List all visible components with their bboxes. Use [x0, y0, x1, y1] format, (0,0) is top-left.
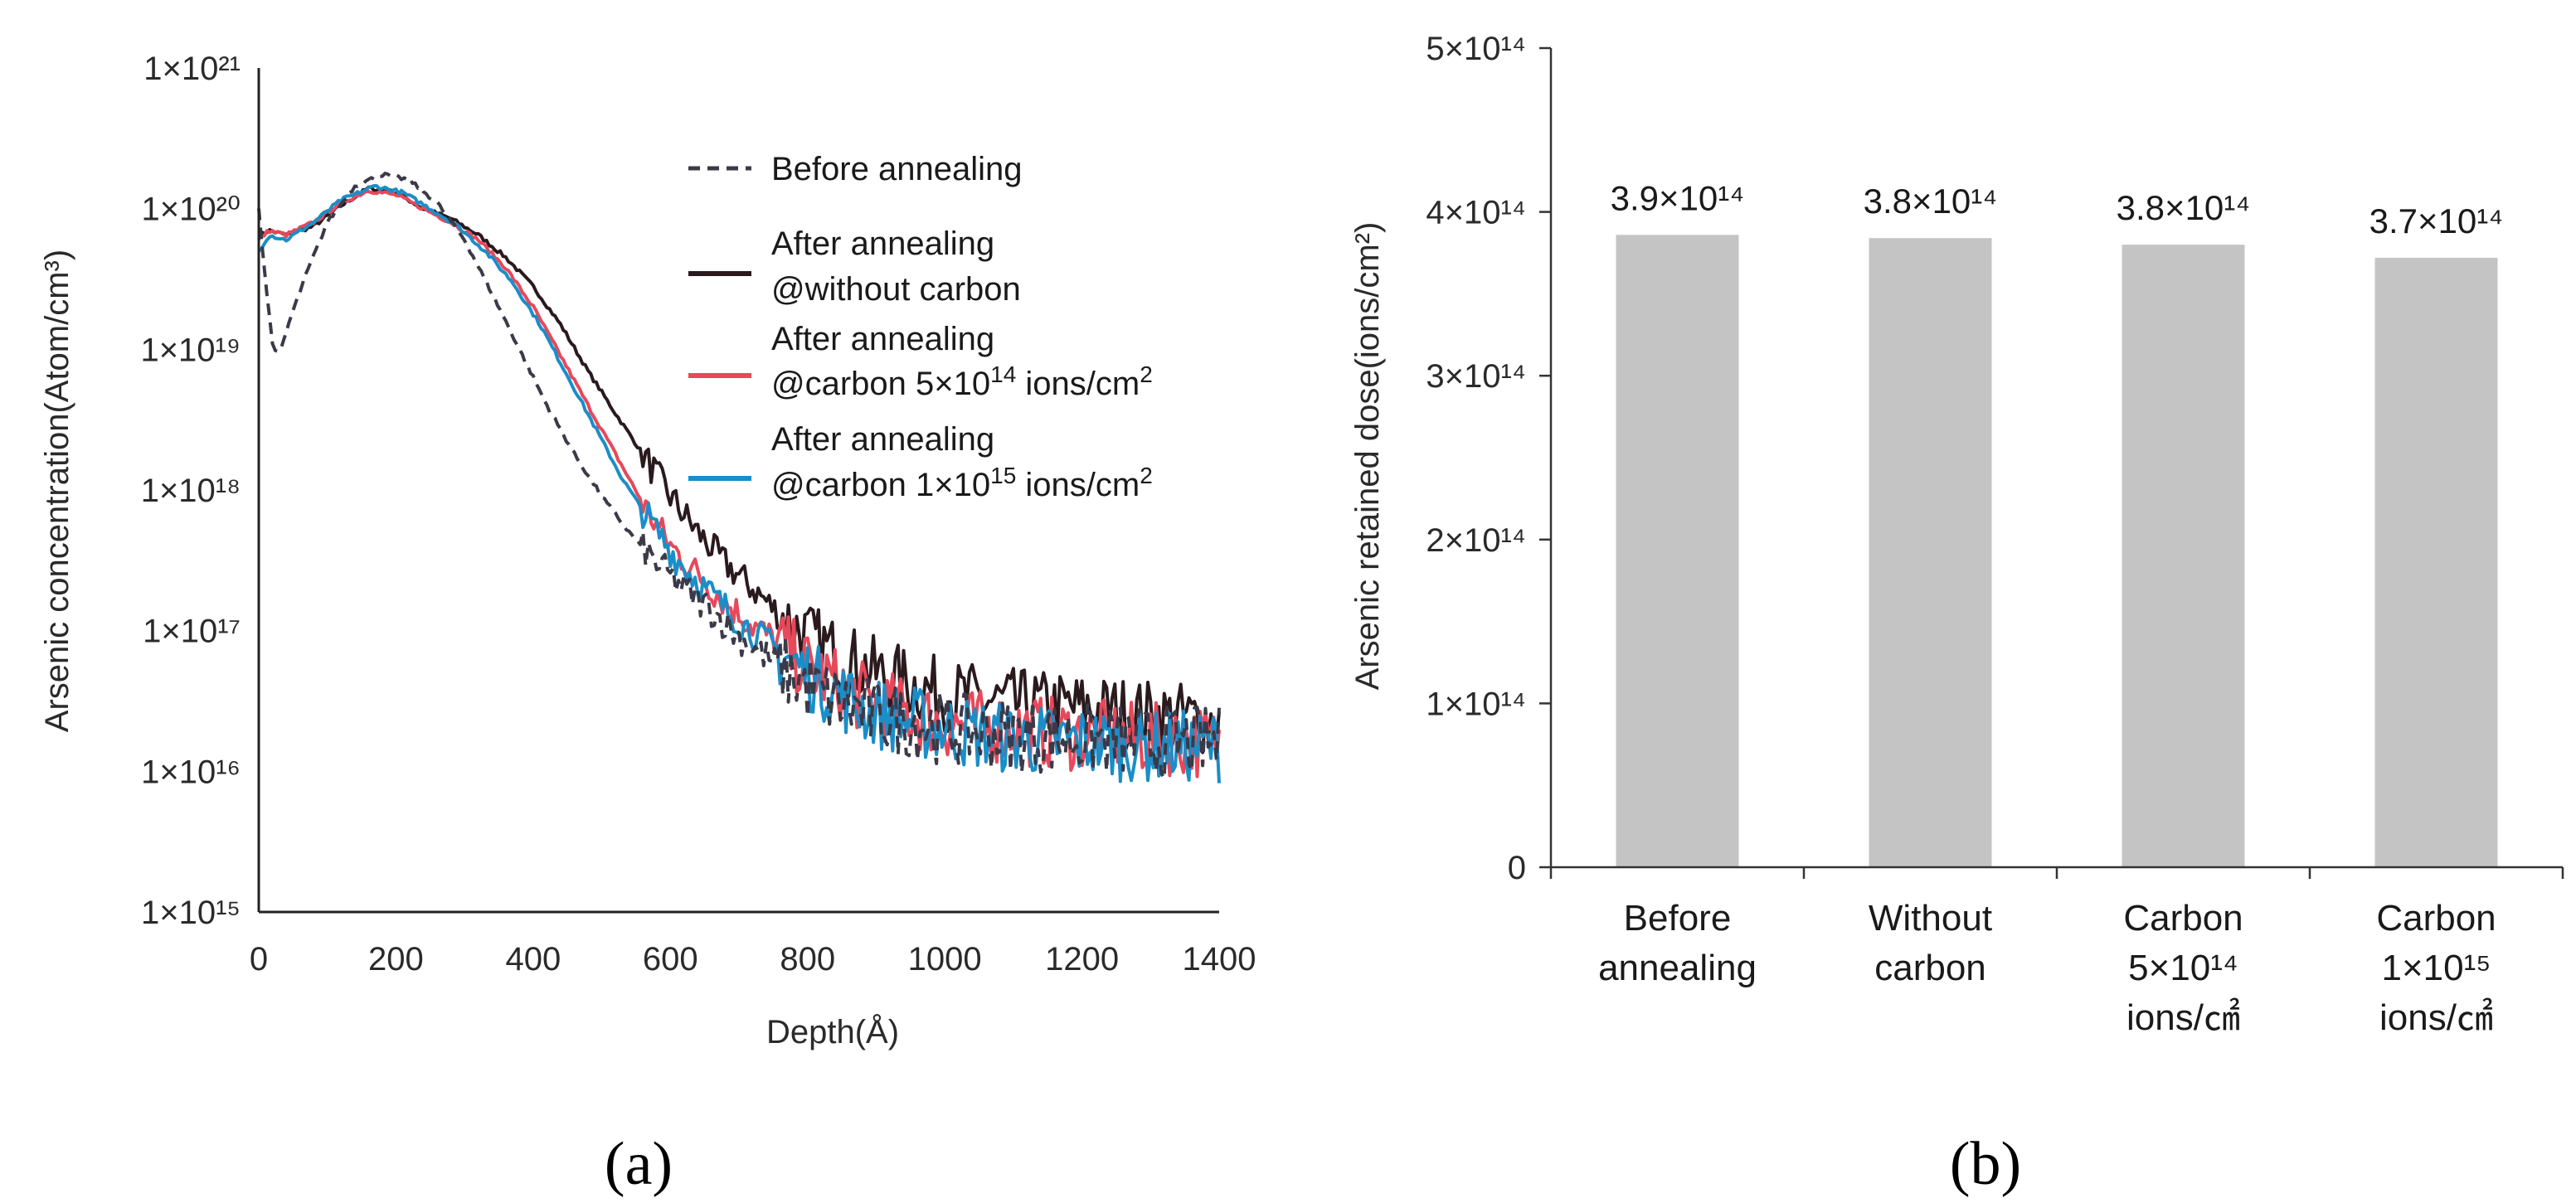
bar-value-label-3: 3.7×10¹⁴ — [2369, 201, 2504, 240]
y-tick-label-b: 2×10¹⁴ — [1426, 522, 1526, 559]
y-tick-label-a: 1×10²⁰ — [142, 192, 241, 228]
y-tick-label-a: 1×10¹⁵ — [141, 895, 241, 931]
bars-b — [1616, 235, 2498, 868]
legend-label-carbon-1e15-line1: After annealing — [771, 421, 994, 458]
y-tick-label-b: 3×10¹⁴ — [1426, 358, 1526, 395]
bar-value-label-0: 3.9×10¹⁴ — [1611, 178, 1745, 217]
legend-label-no-carbon-line2: @without carbon — [771, 271, 1021, 308]
x-tick-label-a: 1400 — [1183, 941, 1256, 977]
bar-value-label-2: 3.8×10¹⁴ — [2117, 188, 2251, 227]
category-label-1: carbon — [1874, 948, 1986, 988]
y-tick-label-a: 1×10¹⁷ — [143, 614, 241, 650]
x-tick-label-a: 400 — [505, 941, 561, 977]
panel-label-a: (a) — [605, 1130, 673, 1198]
series-line-0 — [257, 172, 1221, 780]
y-tick-label-b: 0 — [1508, 850, 1526, 886]
category-label-3: Carbon — [2376, 898, 2496, 939]
category-label-2: 5×10¹⁴ — [2128, 948, 2238, 988]
y-tick-label-b: 4×10¹⁴ — [1426, 195, 1526, 231]
legend-label-before: Before annealing — [771, 151, 1022, 187]
category-label-1: Without — [1869, 898, 1992, 939]
category-label-3: ions/㎠ — [2379, 997, 2493, 1038]
legend-label-carbon-5e14-line1: After annealing — [771, 321, 994, 357]
y-tick-label-a: 1×10¹⁸ — [141, 473, 241, 509]
series-group-a — [257, 172, 1221, 783]
panel-label-b: (b) — [1950, 1130, 2021, 1198]
x-tick-label-a: 200 — [368, 941, 424, 977]
x-ticks-a: 0 200 400 600 800 1000 1200 1400 — [250, 941, 1256, 977]
category-labels-b: Before annealing Without carbon Carbon 5×10¹⁴… — [1598, 898, 2496, 1038]
y-axis-label-b: Arsenic retained dose(ions/cm²) — [1349, 222, 1386, 691]
y-axis-label-a: Arsenic concentration(Atom/cm³) — [39, 250, 75, 732]
bar-value-labels-b: 3.9×10¹⁴ 3.8×10¹⁴ 3.8×10¹⁴ 3.7×10¹⁴ — [1611, 178, 2504, 240]
bar-0 — [1616, 235, 1739, 867]
category-label-3: 1×10¹⁵ — [2382, 948, 2491, 988]
x-tick-label-a: 1200 — [1045, 941, 1119, 977]
y-tick-label-b: 1×10¹⁴ — [1426, 686, 1526, 722]
legend-a: Before annealing After annealing @withou… — [688, 151, 1153, 503]
x-tick-label-a: 800 — [780, 941, 835, 977]
x-tick-label-a: 600 — [643, 941, 698, 977]
bar-1 — [1869, 238, 1992, 867]
x-axis-label-a: Depth(Å) — [766, 1013, 899, 1050]
bar-2 — [2122, 245, 2245, 867]
y-tick-label-a: 1×10²¹ — [143, 51, 241, 87]
legend-label-no-carbon-line1: After annealing — [771, 226, 994, 262]
x-ticks-b — [1549, 867, 2564, 879]
bar-chart-b: 0 1×10¹⁴ 2×10¹⁴ 3×10¹⁴ 4×10¹⁴ 5×10¹⁴ 3.9×10¹⁴… — [1349, 31, 2564, 1038]
category-label-2: ions/㎠ — [2126, 997, 2240, 1038]
legend-label-carbon-5e14-line2: @carbon 5×1014 ions/cm2 — [771, 361, 1153, 403]
y-tick-label-a: 1×10¹⁶ — [141, 754, 241, 790]
line-chart-a: 1×10²¹ 1×10²⁰ 1×10¹⁹ 1×10¹⁸ 1×10¹⁷ 1×10¹⁶ 1×10… — [39, 51, 1256, 1050]
x-tick-label-a: 0 — [250, 941, 268, 977]
category-label-2: Carbon — [2123, 898, 2243, 939]
category-label-0: Before — [1624, 898, 1732, 939]
x-tick-label-a: 1000 — [908, 941, 982, 977]
category-label-0: annealing — [1598, 948, 1757, 988]
y-ticks-b: 0 1×10¹⁴ 2×10¹⁴ 3×10¹⁴ 4×10¹⁴ 5×10¹⁴ — [1426, 31, 1551, 886]
y-ticks-a: 1×10²¹ 1×10²⁰ 1×10¹⁹ 1×10¹⁸ 1×10¹⁷ 1×10¹⁶ 1×10… — [140, 51, 241, 931]
bar-value-label-1: 3.8×10¹⁴ — [1864, 182, 1998, 221]
y-tick-label-a: 1×10¹⁹ — [140, 332, 241, 368]
legend-label-carbon-1e15-line2: @carbon 1×1015 ions/cm2 — [771, 463, 1153, 504]
bar-3 — [2374, 257, 2498, 868]
y-tick-label-b: 5×10¹⁴ — [1426, 31, 1526, 67]
